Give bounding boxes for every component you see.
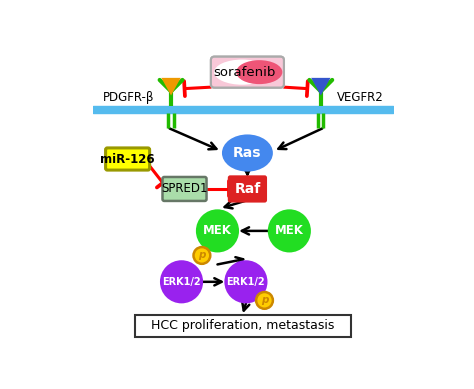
Ellipse shape (222, 135, 273, 172)
Text: MEK: MEK (275, 224, 304, 237)
Polygon shape (311, 78, 330, 96)
FancyBboxPatch shape (163, 177, 207, 201)
Circle shape (224, 260, 267, 303)
Ellipse shape (236, 60, 283, 84)
Text: HCC proliferation, metastasis: HCC proliferation, metastasis (151, 319, 335, 333)
FancyBboxPatch shape (106, 148, 150, 170)
Text: Ras: Ras (233, 146, 262, 160)
Text: miR-126: miR-126 (100, 152, 155, 165)
FancyBboxPatch shape (135, 315, 351, 337)
Circle shape (193, 247, 210, 264)
Polygon shape (161, 78, 181, 96)
Text: ERK1/2: ERK1/2 (162, 277, 201, 287)
Text: MEK: MEK (203, 224, 232, 237)
Circle shape (160, 260, 203, 303)
Text: sorafenib: sorafenib (213, 66, 275, 79)
FancyBboxPatch shape (228, 175, 267, 203)
Circle shape (196, 209, 239, 252)
Text: ERK1/2: ERK1/2 (227, 277, 265, 287)
Circle shape (268, 209, 311, 252)
Text: Raf: Raf (234, 182, 261, 196)
Text: SPRED1: SPRED1 (161, 182, 208, 195)
Text: p: p (198, 251, 206, 261)
Circle shape (256, 292, 273, 309)
Text: VEGFR2: VEGFR2 (337, 91, 384, 103)
Ellipse shape (214, 60, 270, 85)
Text: p: p (261, 295, 268, 305)
Text: PDGFR-β: PDGFR-β (103, 91, 155, 103)
FancyBboxPatch shape (211, 56, 284, 88)
